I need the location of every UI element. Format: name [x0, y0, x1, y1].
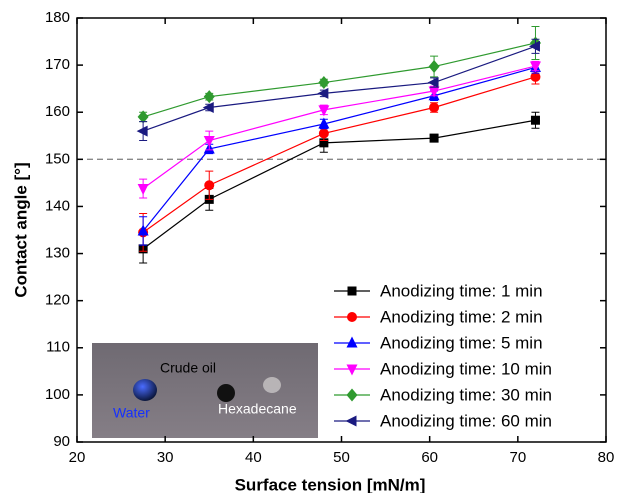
y-tick-label: 140 — [45, 197, 70, 214]
annotation: Water — [113, 405, 150, 421]
hexadecane-droplet — [263, 377, 281, 393]
marker — [137, 184, 149, 196]
marker — [203, 135, 215, 147]
marker — [347, 312, 357, 322]
x-tick-label: 70 — [509, 449, 526, 466]
marker — [428, 60, 440, 74]
series — [138, 111, 540, 264]
series — [137, 60, 541, 246]
y-tick-label: 180 — [45, 9, 70, 26]
x-tick-label: 50 — [333, 449, 350, 466]
y-tick-label: 130 — [45, 245, 70, 262]
annotation: Hexadecane — [218, 401, 297, 417]
series — [138, 69, 541, 252]
marker — [427, 77, 439, 89]
marker — [203, 90, 215, 104]
marker — [318, 128, 329, 139]
x-tick-label: 20 — [69, 449, 86, 466]
oil-droplet — [217, 384, 235, 402]
inset-photo: Crude oil Water Hexadecane — [92, 343, 318, 438]
legend-label: Anodizing time: 10 min — [380, 359, 552, 378]
marker — [318, 76, 330, 90]
marker — [347, 286, 357, 296]
marker — [318, 117, 330, 129]
annotation: Crude oil — [160, 360, 216, 376]
marker — [136, 125, 148, 137]
line — [142, 45, 536, 132]
marker — [137, 110, 149, 124]
marker — [319, 138, 329, 148]
marker — [346, 364, 358, 376]
x-tick-label: 40 — [245, 449, 262, 466]
series — [137, 25, 541, 124]
marker — [346, 336, 358, 348]
marker — [345, 415, 357, 427]
legend-label: Anodizing time: 5 min — [380, 333, 543, 352]
marker — [137, 224, 149, 236]
legend-label: Anodizing time: 60 min — [380, 411, 552, 430]
legend-label: Anodizing time: 2 min — [380, 307, 543, 326]
marker — [529, 61, 541, 73]
legend-label: Anodizing time: 30 min — [380, 385, 552, 404]
y-tick-label: 120 — [45, 292, 70, 309]
marker — [317, 87, 329, 99]
x-tick-label: 80 — [598, 449, 615, 466]
marker — [204, 180, 215, 191]
marker — [530, 115, 540, 125]
plot-frame — [76, 17, 607, 443]
line — [142, 76, 536, 233]
marker — [528, 40, 540, 52]
x-tick-label: 30 — [157, 449, 174, 466]
marker — [530, 71, 541, 82]
marker — [346, 388, 358, 402]
water-droplet — [133, 379, 157, 401]
series — [137, 60, 541, 199]
marker — [318, 105, 330, 117]
x-axis-title: Surface tension [mN/m] — [235, 475, 426, 493]
y-tick-label: 160 — [45, 103, 70, 120]
marker — [429, 133, 439, 143]
inset-background — [92, 343, 318, 438]
y-tick-label: 150 — [45, 150, 70, 167]
x-tick-label: 60 — [421, 449, 438, 466]
marker — [429, 102, 440, 113]
marker — [428, 86, 440, 98]
legend: Anodizing time: 1 min Anodizing time: 2 m… — [334, 281, 552, 430]
y-axis-title: Contact angle [°] — [11, 162, 30, 297]
series — [136, 38, 540, 141]
y-tick-label: 90 — [53, 433, 70, 450]
y-tick-label: 170 — [45, 56, 70, 73]
y-tick-label: 100 — [45, 386, 70, 403]
legend-label: Anodizing time: 1 min — [380, 281, 543, 300]
marker — [202, 102, 214, 114]
y-tick-label: 110 — [46, 339, 70, 356]
line — [142, 119, 536, 250]
